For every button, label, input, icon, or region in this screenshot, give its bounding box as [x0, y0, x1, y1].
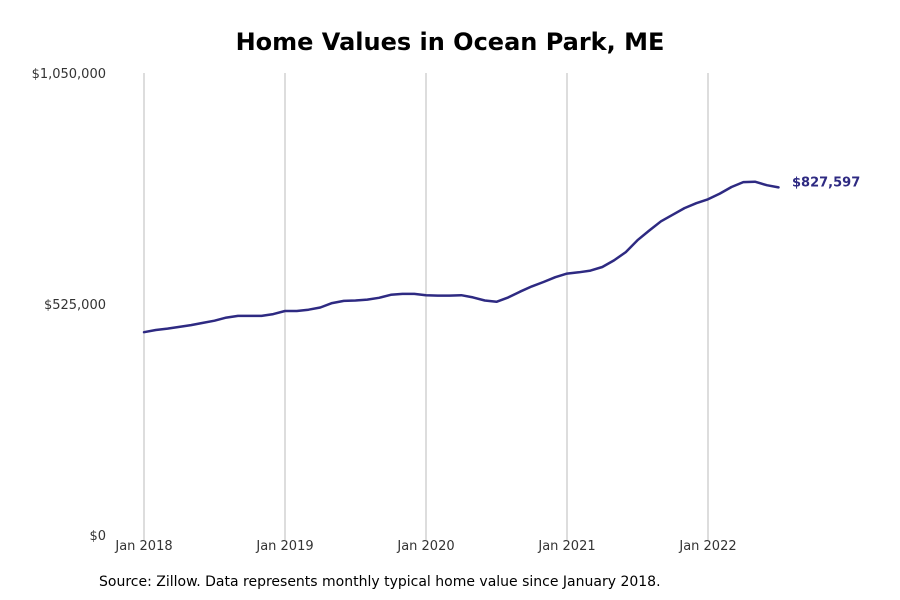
y-tick-label: $525,000 — [44, 298, 106, 313]
x-tick-label: Jan 2021 — [537, 539, 595, 554]
end-value-label: $827,597 — [792, 176, 860, 191]
x-tick-label: Jan 2022 — [678, 539, 736, 554]
x-tick-label: Jan 2020 — [396, 539, 454, 554]
x-tick-label: Jan 2019 — [255, 539, 313, 554]
y-tick-label: $1,050,000 — [32, 67, 106, 82]
home-value-line — [142, 180, 780, 334]
source-note: Source: Zillow. Data represents monthly … — [99, 574, 661, 590]
y-tick-label: $0 — [89, 529, 106, 544]
chart-title: Home Values in Ocean Park, ME — [235, 28, 665, 56]
x-tick-label: Jan 2018 — [114, 539, 172, 554]
